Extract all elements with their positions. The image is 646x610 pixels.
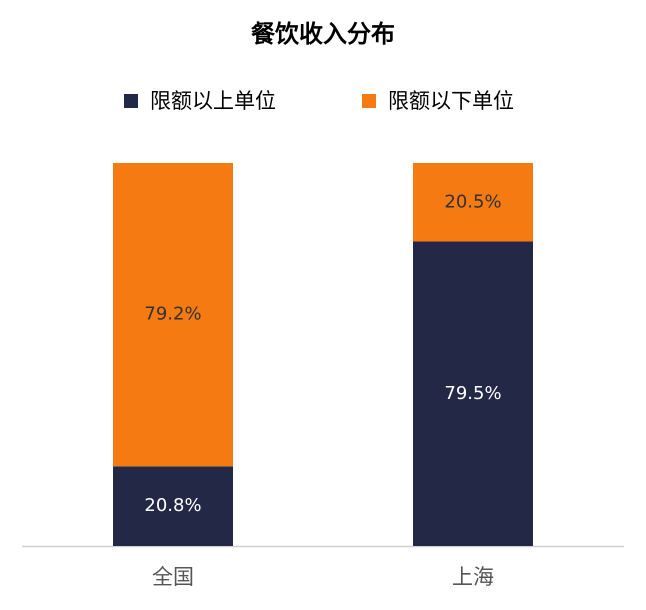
legend-label: 限额以下单位 — [388, 89, 514, 113]
x-tick-label: 上海 — [452, 565, 494, 589]
chart-title: 餐饮收入分布 — [251, 20, 395, 48]
bar-segment — [113, 163, 233, 467]
legend-swatch — [124, 94, 138, 108]
bar-segment — [413, 163, 533, 242]
legend-label: 限额以上单位 — [150, 89, 276, 113]
legend-swatch — [362, 94, 376, 108]
bar-segment — [113, 466, 233, 546]
data-label: 79.2% — [144, 304, 201, 325]
bar-segment — [413, 241, 533, 546]
data-label: 79.5% — [444, 383, 501, 404]
x-tick-label: 全国 — [152, 565, 194, 589]
data-label: 20.8% — [144, 495, 201, 516]
data-label: 20.5% — [444, 191, 501, 212]
